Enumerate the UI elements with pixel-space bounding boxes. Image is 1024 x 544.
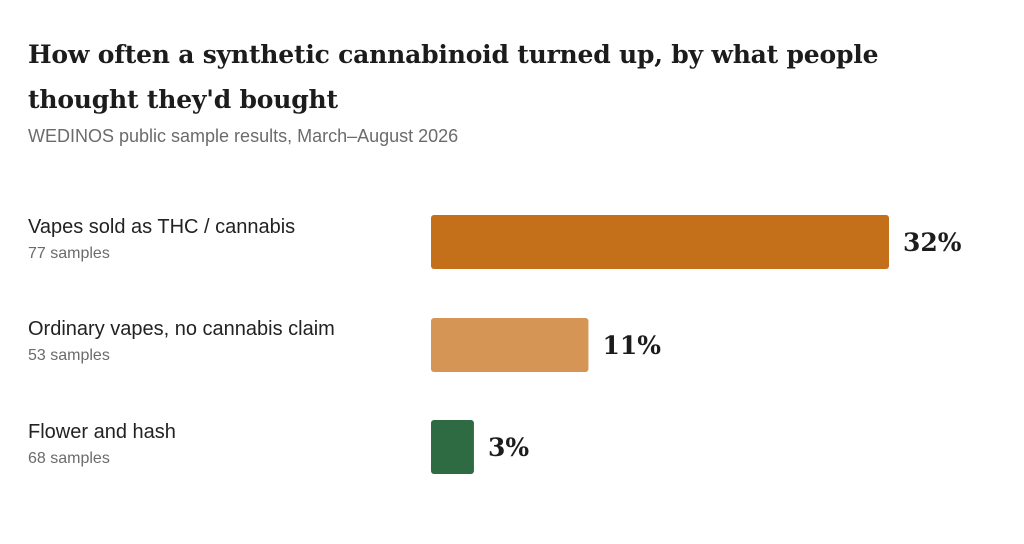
category-label-ordinary-vapes: Ordinary vapes, no cannabis claim 53 sam… [28, 316, 418, 367]
category-name: Ordinary vapes, no cannabis claim [28, 318, 335, 340]
value-label-1: 32% [903, 228, 962, 257]
category-label-thc-vapes: Vapes sold as THC / cannabis 77 samples [28, 214, 418, 265]
category-name: Flower and hash [28, 421, 176, 443]
chart-title: How often a synthetic cannabinoid turned… [28, 40, 879, 114]
category-label-flower-hash: Flower and hash 68 samples [28, 419, 418, 470]
sample-count: 77 samples [28, 245, 110, 262]
bar-3 [431, 420, 474, 474]
value-label-2: 11% [602, 331, 661, 360]
sample-count: 53 samples [28, 347, 110, 364]
chart-subtitle: WEDINOS public sample results, March–Aug… [28, 126, 459, 146]
value-label-3: 3% [488, 433, 529, 462]
sample-count: 68 samples [28, 450, 110, 467]
bar-2 [431, 318, 589, 372]
category-name: Vapes sold as THC / cannabis [28, 216, 296, 238]
bar-1 [431, 215, 889, 269]
